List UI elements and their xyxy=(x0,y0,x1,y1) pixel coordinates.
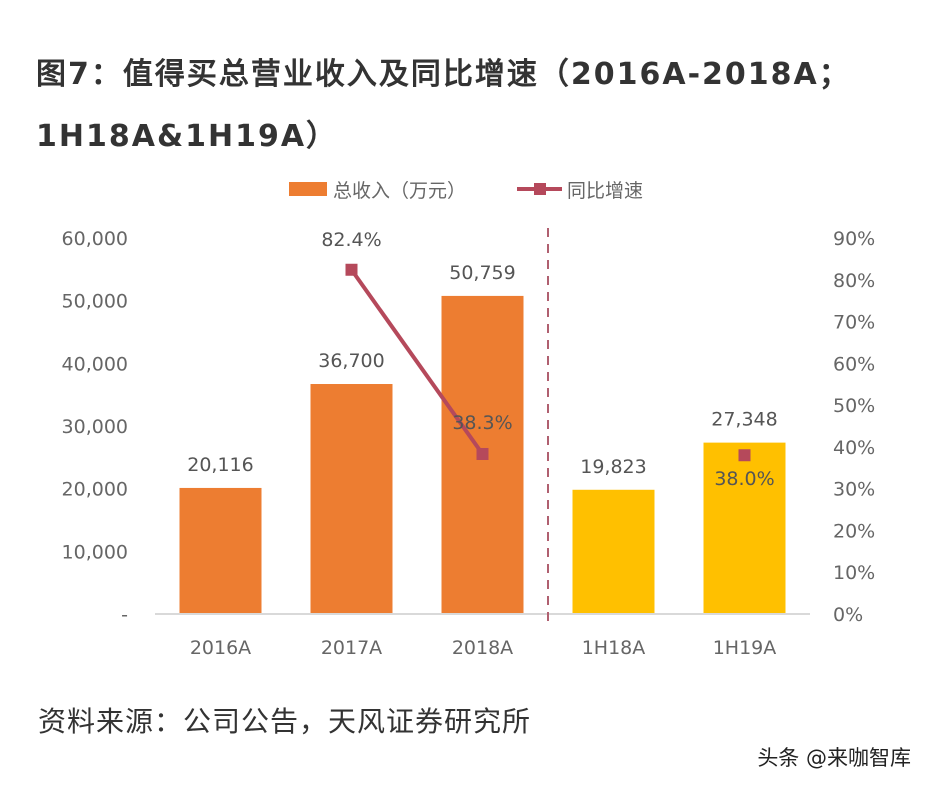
right-axis-tick: 80% xyxy=(833,270,875,292)
right-axis-tick: 0% xyxy=(833,604,863,626)
left-axis-tick: 50,000 xyxy=(62,291,128,313)
bar-2017A xyxy=(310,384,393,614)
x-axis-tick: 2018A xyxy=(452,637,513,659)
bar-label: 27,348 xyxy=(711,409,777,431)
bar-1H18A xyxy=(572,489,655,614)
right-axis-tick: 20% xyxy=(833,520,875,542)
title-line-2: 1H18A&1H19A） xyxy=(36,119,339,154)
growth-label: 38.3% xyxy=(452,412,512,434)
right-axis-tick: 60% xyxy=(833,353,875,375)
bar-2016A xyxy=(179,487,262,614)
bar-label: 36,700 xyxy=(318,350,384,372)
watermark: 头条 @来咖智库 xyxy=(757,746,911,770)
right-axis-tick: 40% xyxy=(833,437,875,459)
left-axis-tick: - xyxy=(121,604,128,626)
legend-marker-growth xyxy=(534,183,546,195)
source-note: 资料来源：公司公告，天风证券研究所 xyxy=(38,705,532,738)
chart-title: 图7：值得买总营业收入及同比增速（2016A-2018A； 1H18A&1H19… xyxy=(36,44,851,168)
x-axis-tick: 1H19A xyxy=(713,637,777,659)
right-axis-tick: 90% xyxy=(833,228,875,250)
bar-label: 20,116 xyxy=(187,454,253,476)
growth-marker-1H19A xyxy=(738,449,751,462)
growth-marker-2017A xyxy=(345,263,358,276)
chart: 总收入（万元） 同比增速 - 10,000 20,000 30,000 40,000 50,0… xyxy=(62,180,876,659)
right-axis-tick: 30% xyxy=(833,479,875,501)
title-line-1: 图7：值得买总营业收入及同比增速（2016A-2018A； xyxy=(36,57,851,92)
bar-label: 50,759 xyxy=(449,262,515,284)
growth-marker-2018A xyxy=(476,447,489,460)
bar-1H19A xyxy=(703,442,786,614)
bar-label: 19,823 xyxy=(580,456,646,478)
left-axis-tick: 20,000 xyxy=(62,479,128,501)
left-axis-tick: 60,000 xyxy=(62,228,128,250)
growth-label: 38.0% xyxy=(714,468,774,490)
x-axis-tick: 1H18A xyxy=(582,637,646,659)
left-axis-tick: 30,000 xyxy=(62,416,128,438)
left-axis-tick: 10,000 xyxy=(62,541,128,563)
right-axis-tick: 70% xyxy=(833,312,875,334)
legend-swatch-revenue xyxy=(289,182,327,196)
left-axis-tick: 40,000 xyxy=(62,353,128,375)
right-axis-tick: 50% xyxy=(833,395,875,417)
legend-label-revenue: 总收入（万元） xyxy=(333,180,466,202)
legend-label-growth: 同比增速 xyxy=(567,180,643,202)
growth-label: 82.4% xyxy=(321,229,381,251)
growth-line xyxy=(349,268,485,456)
right-axis-tick: 10% xyxy=(833,562,875,584)
x-axis-tick: 2017A xyxy=(321,637,382,659)
x-axis-tick: 2016A xyxy=(190,637,251,659)
